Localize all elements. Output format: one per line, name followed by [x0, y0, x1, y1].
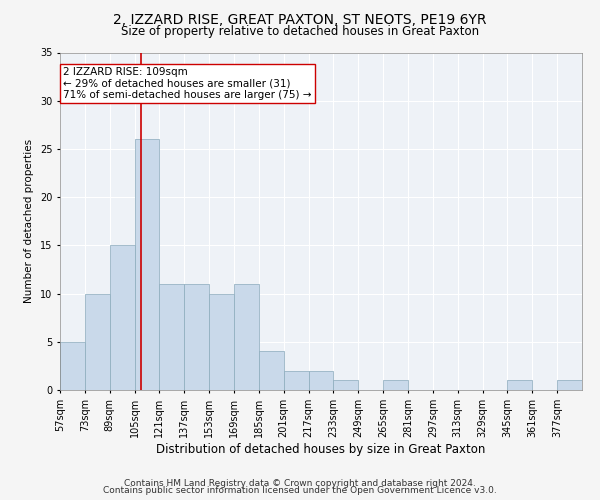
Bar — [134, 140, 160, 390]
Bar — [110, 246, 134, 390]
Text: 2 IZZARD RISE: 109sqm
← 29% of detached houses are smaller (31)
71% of semi-deta: 2 IZZARD RISE: 109sqm ← 29% of detached … — [63, 67, 311, 100]
Bar — [308, 370, 334, 390]
Bar — [557, 380, 582, 390]
Y-axis label: Number of detached properties: Number of detached properties — [25, 139, 34, 304]
Bar — [160, 284, 184, 390]
Text: Size of property relative to detached houses in Great Paxton: Size of property relative to detached ho… — [121, 25, 479, 38]
Bar — [508, 380, 532, 390]
Bar — [383, 380, 408, 390]
Text: Contains public sector information licensed under the Open Government Licence v3: Contains public sector information licen… — [103, 486, 497, 495]
X-axis label: Distribution of detached houses by size in Great Paxton: Distribution of detached houses by size … — [157, 442, 485, 456]
Bar — [259, 352, 284, 390]
Bar — [60, 342, 85, 390]
Bar — [334, 380, 358, 390]
Bar — [284, 370, 308, 390]
Text: 2, IZZARD RISE, GREAT PAXTON, ST NEOTS, PE19 6YR: 2, IZZARD RISE, GREAT PAXTON, ST NEOTS, … — [113, 12, 487, 26]
Text: Contains HM Land Registry data © Crown copyright and database right 2024.: Contains HM Land Registry data © Crown c… — [124, 478, 476, 488]
Bar — [209, 294, 234, 390]
Bar — [184, 284, 209, 390]
Bar — [85, 294, 110, 390]
Bar — [234, 284, 259, 390]
